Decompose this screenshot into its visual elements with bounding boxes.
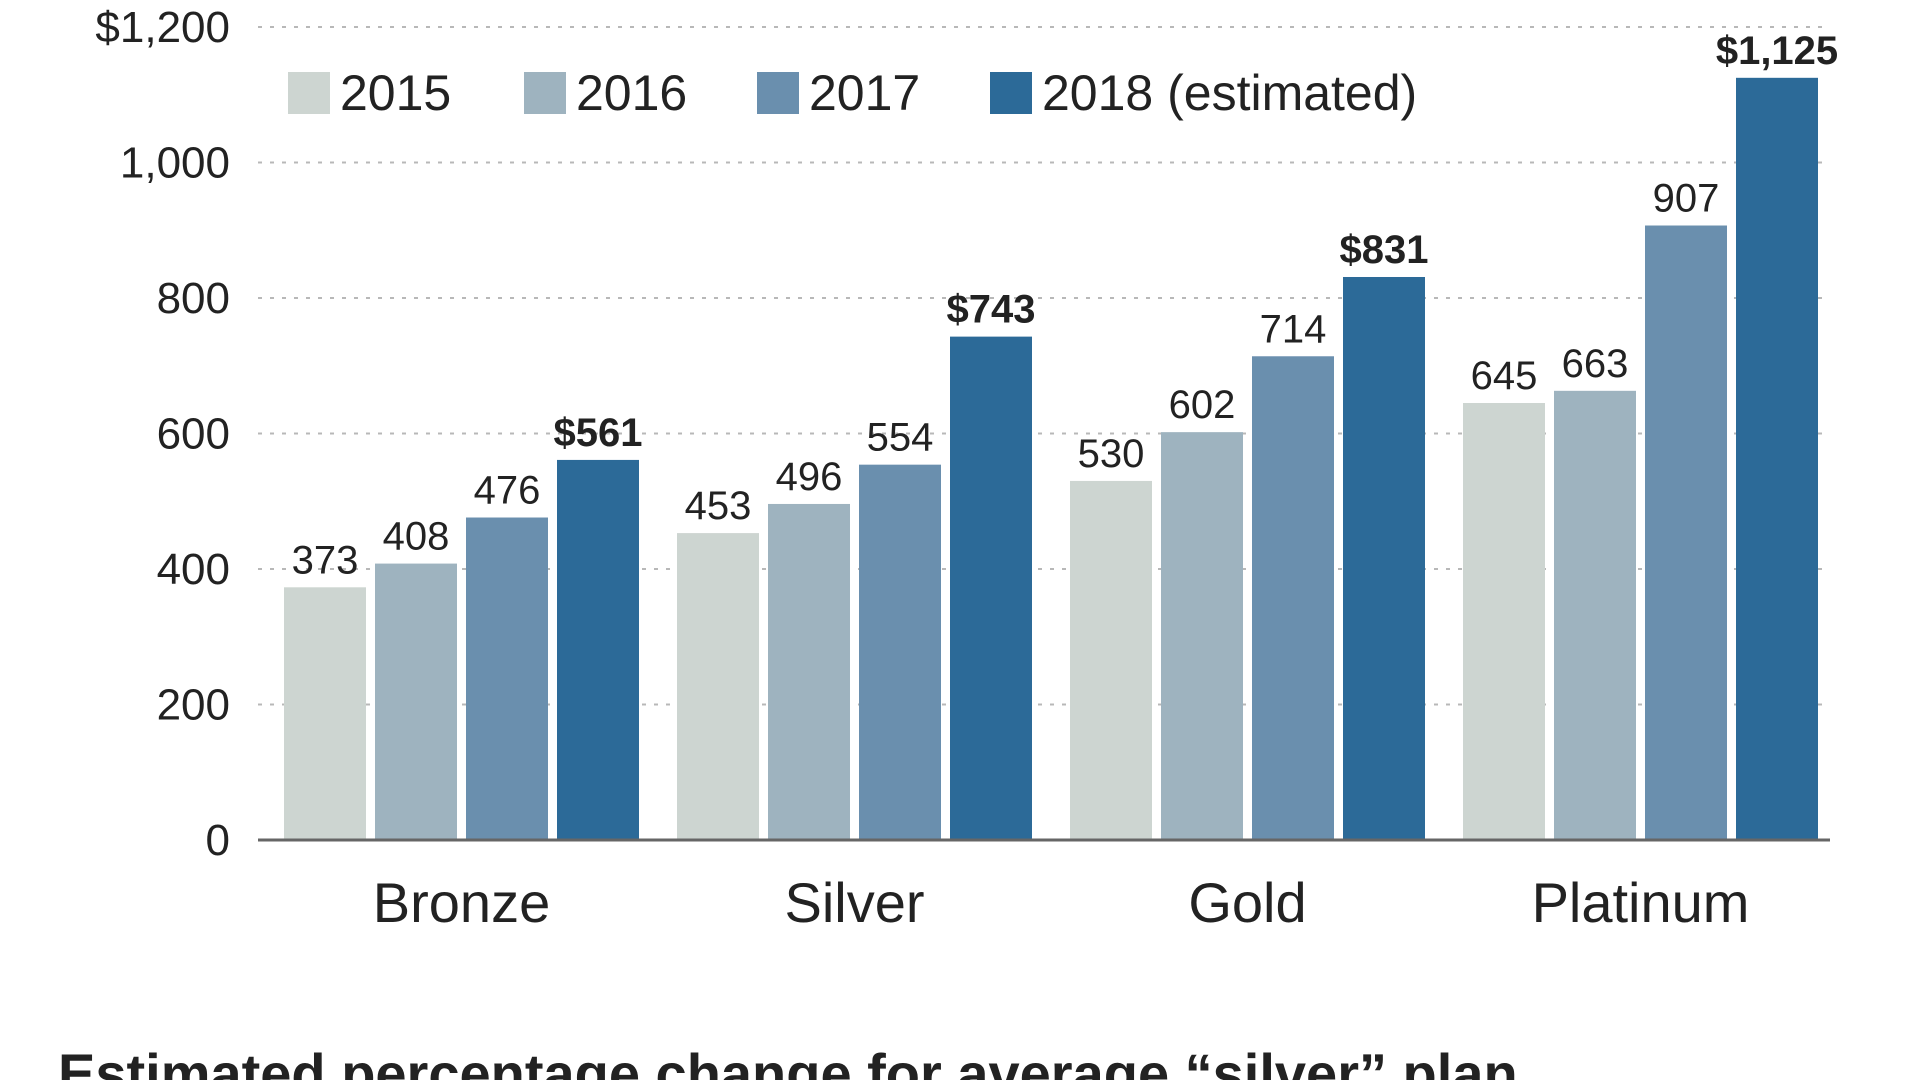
bar-platinum-2018: [1736, 77, 1818, 840]
y-tick-label: 600: [157, 410, 230, 459]
bar-platinum-2016: [1554, 390, 1636, 840]
y-tick-label: 1,000: [120, 139, 230, 188]
legend-swatch: [990, 72, 1032, 114]
legend-label: 2016: [576, 65, 687, 121]
bar-gold-2015: [1070, 480, 1152, 840]
bar-gold-2017: [1252, 356, 1334, 840]
bar-value-label: 645: [1471, 354, 1538, 398]
bar-value-label: $743: [947, 288, 1036, 332]
y-tick-label: 200: [157, 681, 230, 730]
category-label-platinum: Platinum: [1532, 871, 1750, 934]
y-tick-label: 800: [157, 274, 230, 323]
legend-swatch: [757, 72, 799, 114]
bar-value-label: 907: [1653, 177, 1720, 221]
bars: [284, 77, 1818, 840]
bar-silver-2016: [768, 503, 850, 840]
legend: 2015 2016 2017 2018 (estimated): [288, 65, 1417, 121]
legend-label: 2015: [340, 65, 451, 121]
bar-gold-2018: [1343, 276, 1425, 840]
y-tick-label: $1,200: [95, 3, 230, 52]
legend-swatch: [288, 72, 330, 114]
bar-value-label: 554: [867, 416, 934, 460]
bar-silver-2017: [859, 464, 941, 840]
y-tick-label: 400: [157, 545, 230, 594]
bar-value-label: 408: [383, 515, 450, 559]
bar-silver-2018: [950, 336, 1032, 840]
bar-value-label: $1,125: [1716, 29, 1838, 73]
y-tick-label: 0: [206, 816, 230, 865]
bar-value-label: 663: [1562, 342, 1629, 386]
bar-value-label: $831: [1340, 228, 1429, 272]
bar-gold-2016: [1161, 432, 1243, 840]
bar-platinum-2015: [1463, 403, 1545, 840]
bar-value-label: 602: [1169, 383, 1236, 427]
category-label-gold: Gold: [1188, 871, 1306, 934]
legend-swatch: [524, 72, 566, 114]
bar-bronze-2017: [466, 517, 548, 840]
bar-silver-2015: [677, 533, 759, 840]
bar-value-labels: 373 408 476 $561 453 496 554 $743 530 602 714 $831 6…: [292, 29, 1839, 582]
x-axis-category-labels: Bronze Silver Gold Platinum: [373, 871, 1750, 934]
bar-value-label: 496: [776, 455, 843, 499]
footer-title: Estimated percentage change for average …: [58, 1042, 1518, 1080]
legend-label: 2017: [809, 65, 920, 121]
y-axis-tick-labels: 0 200 400 600 800 1,000 $1,200: [95, 3, 230, 865]
category-label-silver: Silver: [784, 871, 924, 934]
bar-platinum-2017: [1645, 225, 1727, 840]
bar-value-label: $561: [554, 411, 643, 455]
bar-value-label: 530: [1078, 432, 1145, 476]
bar-value-label: 373: [292, 538, 359, 582]
category-label-bronze: Bronze: [373, 871, 550, 934]
bar-bronze-2016: [375, 563, 457, 840]
legend-label: 2018 (estimated): [1042, 65, 1417, 121]
bar-bronze-2015: [284, 587, 366, 840]
bar-value-label: 714: [1260, 307, 1327, 351]
bar-bronze-2018: [557, 459, 639, 840]
bar-value-label: 476: [474, 469, 541, 513]
bar-value-label: 453: [685, 484, 752, 528]
